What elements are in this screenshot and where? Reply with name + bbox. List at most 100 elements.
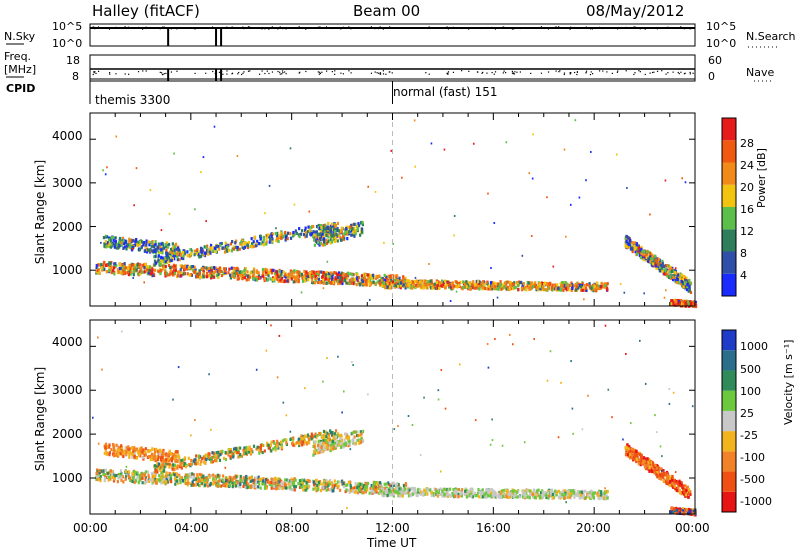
nsearch-dot: [279, 26, 281, 28]
velocity-echo: [248, 476, 251, 480]
velocity-echo: [276, 481, 279, 485]
velocity-echo: [138, 475, 142, 480]
nsearch-dot: [569, 28, 571, 30]
nave-dot: [661, 70, 663, 72]
velocity-echo: [312, 480, 315, 484]
power-echo: [294, 279, 297, 284]
power-echo: [569, 283, 572, 287]
velocity-echo: [144, 470, 148, 474]
nave-dot: [574, 71, 576, 74]
power-noise: [223, 247, 226, 250]
power-echo: [308, 273, 311, 277]
power-echo: [327, 281, 330, 285]
power-echo: [154, 240, 157, 244]
velocity-echo: [273, 477, 276, 482]
velocity-echo: [237, 455, 240, 459]
nave-dot: [598, 70, 601, 72]
velocity-echo: [284, 478, 287, 482]
power-echo: [351, 226, 354, 231]
power-echo: [661, 259, 664, 264]
power-echo: [273, 277, 276, 281]
power-echo: [132, 273, 135, 277]
power-noise: [496, 296, 499, 299]
nsearch-dot: [519, 28, 521, 30]
power-echo: [339, 276, 342, 280]
power-echo: [603, 285, 606, 289]
velocity-echo: [228, 483, 232, 488]
power-echo: [304, 279, 307, 283]
velocity-echo: [132, 472, 135, 476]
power-echo: [604, 284, 607, 288]
velocity-echo: [407, 486, 410, 490]
nave-dot: [391, 72, 393, 74]
power-echo: [252, 240, 255, 244]
nave-dot: [226, 73, 228, 75]
nsearch-dot: [452, 26, 454, 28]
velocity-echo: [440, 492, 443, 496]
nsearch-dot: [576, 28, 578, 30]
power-echo: [341, 281, 344, 286]
power-noise: [368, 298, 371, 301]
power-echo: [326, 273, 329, 278]
power-echo: [104, 235, 107, 239]
power-echo: [431, 286, 434, 290]
velocity-echo: [291, 487, 294, 492]
nave-dot: [205, 72, 207, 74]
velocity-echo: [563, 489, 566, 493]
power-echo: [261, 274, 265, 278]
power-echo: [265, 237, 268, 241]
nsearch-dot: [214, 27, 216, 29]
nsearch-dot: [247, 26, 249, 28]
power-echo: [332, 228, 336, 232]
nsearch-dot: [576, 27, 578, 29]
power-echo: [179, 268, 182, 272]
power-echo: [276, 234, 279, 238]
power-noise: [490, 266, 492, 269]
power-echo: [493, 287, 496, 291]
power-echo: [160, 248, 163, 252]
power-echo: [595, 286, 598, 290]
velocity-echo: [366, 488, 369, 492]
power-echo: [350, 233, 353, 237]
power-echo: [122, 239, 125, 243]
power-echo: [378, 279, 381, 283]
velocity-echo: [566, 492, 569, 497]
power-echo: [114, 262, 117, 266]
velocity-echo: [153, 474, 157, 478]
power-noise: [583, 298, 585, 301]
power-echo: [546, 281, 549, 286]
nsearch-dot: [486, 26, 488, 28]
power-echo: [438, 286, 441, 290]
velocity-echo: [374, 487, 378, 491]
velocity-echo: [242, 476, 245, 480]
power-echo: [250, 244, 253, 249]
nsearch-dot: [505, 27, 507, 29]
power-echo: [157, 256, 160, 260]
velocity-ytick-2000: 2000: [52, 427, 83, 441]
power-echo: [109, 239, 112, 243]
nsearch-dot: [170, 28, 172, 30]
velocity-echo: [572, 491, 576, 495]
power-echo: [326, 240, 330, 244]
power-echo: [114, 242, 117, 246]
power-echo: [346, 232, 349, 236]
power-echo: [151, 274, 154, 278]
power-echo: [574, 288, 578, 292]
velocity-echo: [528, 493, 531, 497]
freq-panel-frame: [89, 54, 696, 82]
velocity-echo: [365, 485, 369, 489]
power-echo: [283, 279, 286, 284]
power-noise: [135, 167, 138, 170]
velocity-echo: [515, 495, 519, 499]
power-echo: [369, 274, 372, 278]
velocity-echo: [173, 476, 177, 481]
power-echo: [382, 281, 385, 285]
velocity-echo: [165, 480, 168, 484]
power-echo: [362, 273, 365, 277]
velocity-echo: [248, 484, 251, 489]
velocity-echo: [505, 489, 509, 493]
velocity-echo: [400, 491, 404, 495]
nave-dot: [540, 72, 543, 74]
power-echo: [340, 279, 344, 283]
power-echo: [476, 280, 480, 284]
